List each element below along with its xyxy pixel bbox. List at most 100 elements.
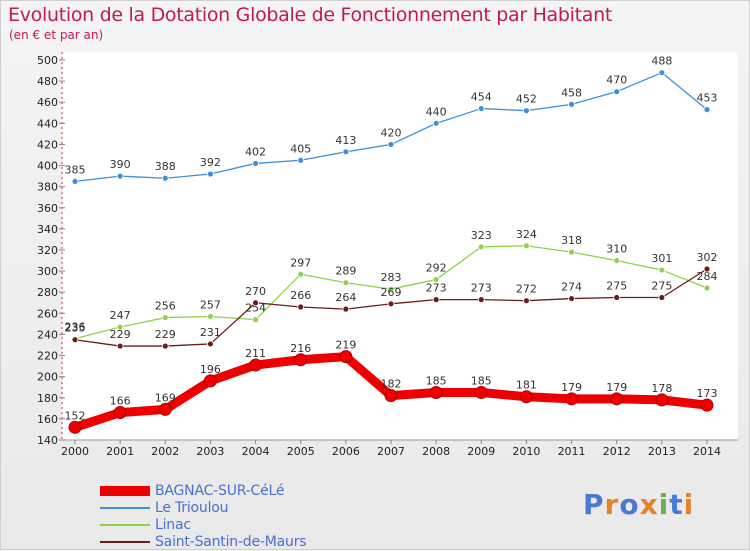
data-point: [703, 265, 711, 273]
data-point: [658, 69, 666, 77]
data-point: [613, 294, 621, 301]
x-tick-label: 2013: [648, 445, 676, 458]
x-tick-label: 2001: [106, 445, 134, 458]
data-label: 196: [200, 363, 221, 376]
logo-letter: i: [683, 488, 695, 521]
data-label: 488: [651, 55, 672, 68]
data-label: 182: [381, 378, 402, 391]
data-point: [568, 100, 575, 108]
data-label: 235: [65, 322, 86, 335]
y-tick-label: 400: [37, 160, 58, 173]
x-tick-label: 2004: [242, 445, 270, 458]
data-point: [113, 406, 127, 420]
data-label: 211: [245, 347, 266, 360]
data-label: 392: [200, 156, 221, 169]
data-point: [477, 105, 485, 112]
data-point: [700, 398, 714, 412]
data-point: [658, 266, 666, 274]
data-point: [339, 350, 353, 364]
data-point: [342, 279, 350, 287]
data-point: [297, 303, 305, 311]
chart-title: Evolution de la Dotation Globale de Fonc…: [8, 4, 613, 26]
data-point: [116, 172, 124, 180]
data-point: [568, 248, 575, 256]
data-label: 236: [65, 321, 86, 334]
legend-label: Le Trioulou: [155, 500, 229, 516]
data-point: [432, 296, 440, 304]
data-point: [613, 88, 621, 96]
data-label: 454: [471, 91, 492, 104]
data-label: 274: [561, 281, 582, 294]
data-point: [613, 257, 621, 264]
data-label: 273: [426, 282, 447, 295]
data-point: [565, 392, 579, 406]
logo-letter: x: [639, 488, 659, 521]
data-point: [161, 342, 169, 350]
data-label: 452: [516, 93, 537, 106]
data-point: [252, 316, 259, 324]
data-point: [477, 296, 485, 304]
data-point: [252, 299, 259, 307]
data-point: [523, 242, 530, 250]
data-point: [387, 300, 395, 308]
logo-letter: i: [658, 488, 670, 521]
data-point: [249, 358, 263, 372]
legend-swatch: [100, 486, 150, 496]
data-label: 301: [651, 252, 672, 265]
y-tick-label: 240: [37, 328, 58, 341]
data-point: [387, 285, 395, 293]
data-point: [203, 374, 217, 388]
data-point: [252, 160, 259, 167]
data-label: 390: [110, 158, 131, 171]
legend-swatch: [100, 541, 150, 543]
data-point: [297, 270, 305, 278]
y-tick-label: 480: [37, 75, 58, 88]
data-point: [429, 386, 443, 399]
y-tick-label: 440: [37, 117, 58, 130]
x-tick-label: 2012: [603, 445, 631, 458]
data-label: 470: [606, 74, 627, 87]
data-label: 318: [561, 234, 582, 247]
data-label: 297: [290, 256, 311, 269]
data-label: 173: [697, 387, 718, 400]
logo-letter: P: [583, 488, 605, 521]
y-tick-label: 180: [37, 392, 58, 405]
chart-subtitle: (en € et par an): [9, 28, 104, 42]
data-point: [342, 148, 350, 156]
y-tick-label: 160: [37, 413, 58, 426]
data-point: [297, 156, 305, 164]
data-point: [658, 294, 666, 301]
data-label: 179: [606, 381, 627, 394]
y-tick-label: 200: [37, 371, 58, 384]
y-tick-label: 360: [37, 202, 58, 215]
data-point: [655, 393, 669, 407]
data-point: [342, 305, 350, 313]
y-tick-label: 280: [37, 286, 58, 299]
data-point: [387, 141, 395, 148]
data-point: [207, 340, 214, 348]
legend-swatch: [100, 524, 150, 526]
data-label: 216: [290, 342, 311, 355]
data-point: [116, 342, 124, 350]
data-label: 181: [516, 379, 537, 392]
data-label: 283: [381, 271, 402, 284]
data-label: 179: [561, 381, 582, 394]
y-tick-label: 380: [37, 181, 58, 194]
x-tick-label: 2010: [512, 445, 540, 458]
data-label: 440: [426, 105, 447, 118]
data-label: 275: [651, 280, 672, 293]
logo-letter: o: [619, 488, 640, 521]
x-tick-label: 2007: [377, 445, 405, 458]
x-tick-label: 2000: [61, 445, 89, 458]
data-label: 289: [335, 265, 356, 278]
y-tick-label: 300: [37, 265, 58, 278]
proxiti-logo: Proxiti: [583, 488, 694, 521]
data-label: 257: [200, 299, 221, 312]
data-point: [116, 323, 124, 331]
data-label: 323: [471, 229, 492, 242]
data-label: 247: [110, 309, 131, 322]
data-label: 219: [335, 339, 356, 352]
data-label: 272: [516, 283, 537, 296]
data-label: 324: [516, 228, 537, 241]
x-tick-label: 2009: [467, 445, 495, 458]
